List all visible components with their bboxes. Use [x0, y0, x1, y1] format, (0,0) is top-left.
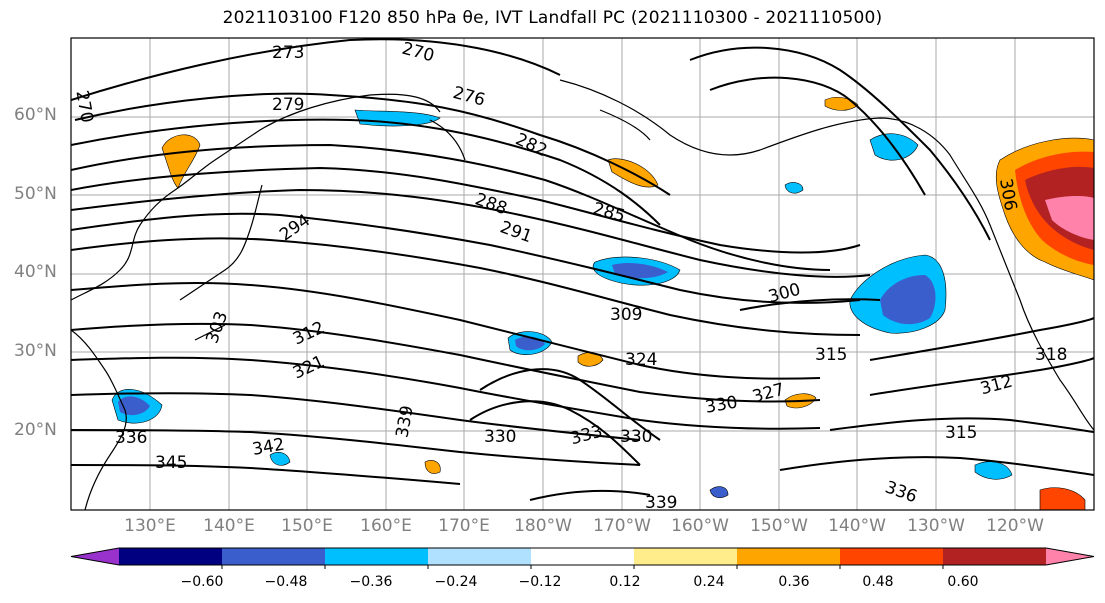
- lon-label: 120°W: [986, 516, 1044, 536]
- lon-label: 130°W: [907, 516, 965, 536]
- colorbar-outline: [70, 547, 1095, 566]
- colorbar-segment: [531, 548, 635, 565]
- contour-label: 309: [610, 305, 642, 325]
- coastlines: [71, 79, 1094, 510]
- contour-label: 315: [945, 423, 977, 443]
- colorbar-tick-label: 0.12: [609, 574, 641, 590]
- colorbar-segment: [222, 548, 326, 565]
- lon-label: 170°E: [438, 516, 490, 536]
- colorbar: [70, 547, 1095, 569]
- colorbar-segment: [943, 548, 1047, 565]
- colorbar-tick-label: −0.48: [264, 574, 308, 590]
- lon-label: 180°W: [514, 516, 572, 536]
- theta-e-contours: [71, 38, 1094, 501]
- contour-label: 345: [155, 453, 187, 473]
- contour-label: 330: [620, 427, 652, 447]
- colorbar-tick-label: −0.12: [518, 574, 562, 590]
- colorbar-segment: [840, 548, 944, 565]
- colorbar-extend-max: [1046, 548, 1094, 565]
- contour-label: 279: [272, 95, 304, 115]
- map-title: 2021103100 F120 850 hPa θe, IVT Landfall…: [222, 8, 883, 28]
- lat-label: 50°N: [14, 184, 57, 204]
- contour-label: 273: [272, 43, 304, 63]
- contour-label: 318: [1035, 345, 1067, 365]
- colorbar-segment: [325, 548, 429, 565]
- colorbar-segment: [737, 548, 841, 565]
- colorbar-tick-label: 0.36: [778, 574, 810, 590]
- contour-label: 315: [815, 345, 847, 365]
- lon-label: 160°W: [671, 516, 729, 536]
- colorbar-segment: [634, 548, 738, 565]
- lat-label: 20°N: [14, 420, 57, 440]
- lat-label: 30°N: [14, 341, 57, 361]
- contour-label: 339: [645, 493, 677, 513]
- shaded-anomalies: [111, 96, 1094, 510]
- lon-label: 150°E: [281, 516, 333, 536]
- colorbar-extend-min: [71, 548, 119, 565]
- colorbar-tick-label: 0.48: [862, 574, 894, 590]
- lon-label: 140°W: [828, 516, 886, 536]
- colorbar-segment: [119, 548, 223, 565]
- lon-label: 130°E: [124, 516, 176, 536]
- map-frame: [70, 37, 1095, 511]
- colorbar-tick-label: −0.60: [180, 574, 224, 590]
- lat-label: 60°N: [14, 105, 57, 125]
- contour-label: 330: [484, 427, 516, 447]
- colorbar-segment: [428, 548, 532, 565]
- lon-label: 140°E: [203, 516, 255, 536]
- lon-label: 150°W: [750, 516, 808, 536]
- colorbar-tick-label: 0.24: [693, 574, 725, 590]
- contour-label: 336: [115, 428, 147, 448]
- lon-label: 170°W: [593, 516, 651, 536]
- colorbar-tick-label: −0.24: [434, 574, 478, 590]
- lon-label: 160°E: [360, 516, 412, 536]
- lat-label: 40°N: [14, 262, 57, 282]
- colorbar-tick-label: 0.60: [947, 574, 979, 590]
- contour-label: 324: [625, 350, 657, 370]
- colorbar-tick-label: −0.36: [349, 574, 393, 590]
